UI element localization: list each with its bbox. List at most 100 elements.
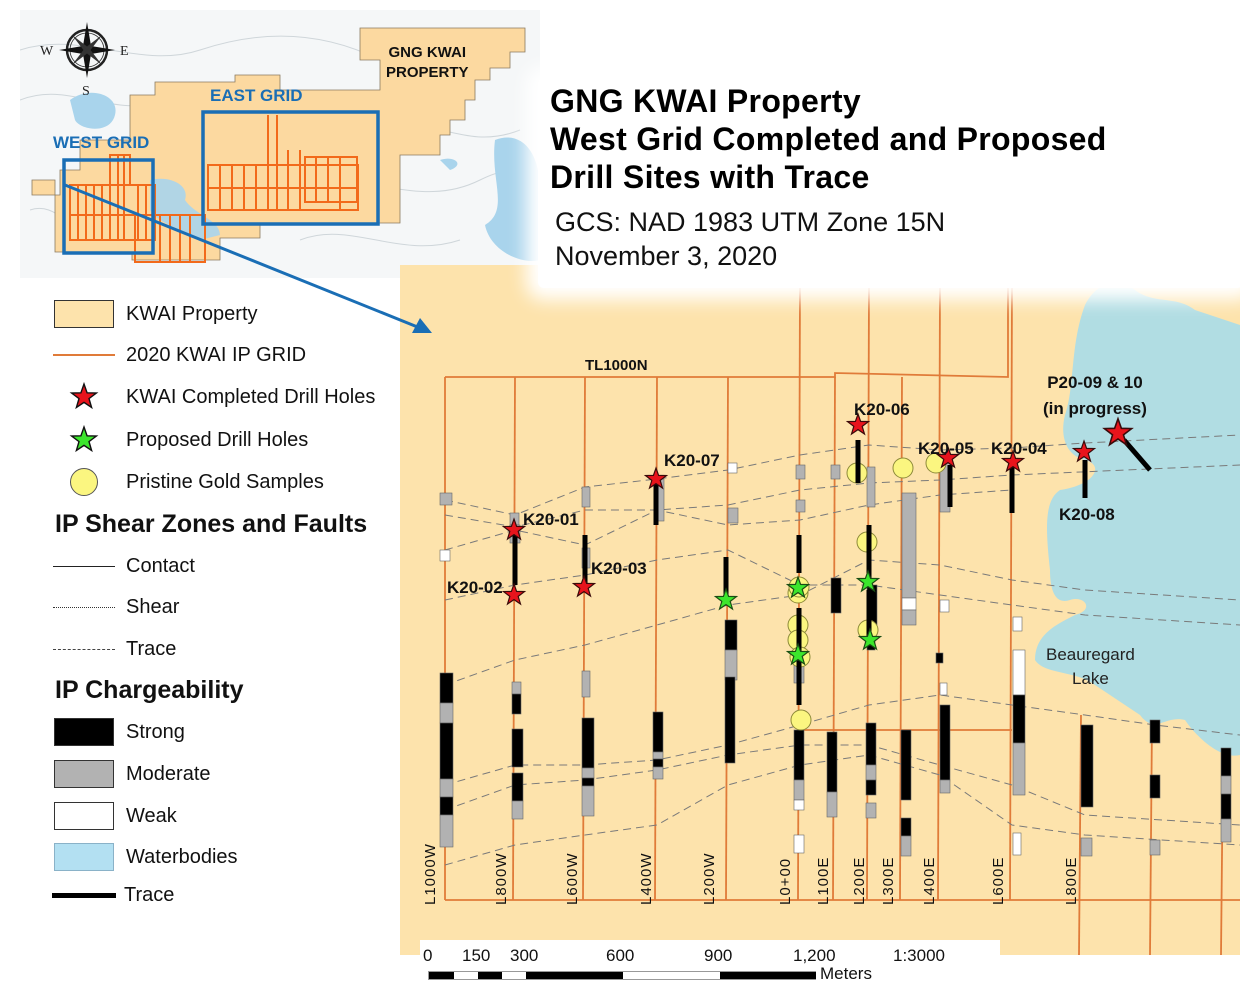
title-line-1: GNG KWAI Property [550,83,861,119]
main-map-graphic [400,265,1241,956]
legend-item-shear: Shear [52,590,179,624]
legend-item-proposed-holes: Proposed Drill Holes [52,423,308,457]
inset-location-map: W E S GNG KWAI PROPERTY EAST GRID WEST G… [20,10,540,278]
lake-label-line1: Beauregard [1046,645,1135,664]
inset-map-graphic: W E S [20,22,540,263]
title-line-2: West Grid Completed and Proposed [550,121,1107,157]
weak-swatch-icon [54,802,114,830]
legend-item-completed-holes: KWAI Completed Drill Holes [52,380,375,414]
proposed-hole-star-icon [713,587,739,611]
scale-tick: 150 [462,946,491,965]
completed-hole-star-icon [501,582,527,606]
proposed-hole-star-icon [785,575,811,599]
legend-label: KWAI Completed Drill Holes [126,385,376,408]
grid-line-label: L1000W [422,843,439,905]
grid-line-label: L300E [880,856,897,905]
grid-line-label: L200E [851,856,868,905]
yellow-circle-icon [70,468,98,496]
scale-tick: 1,200 [793,946,836,965]
legend-item-trace: Trace [52,878,174,912]
scale-bar: 0 150 300 600 900 1,200 1:3000 Meters [420,940,1000,997]
scale-ratio: 1:3000 [893,946,945,965]
hole-label-k20-07: K20-07 [664,451,720,470]
gold-sample-icon [790,709,812,731]
scale-bar-graphic [428,971,816,980]
grid-line-label: L100E [815,856,832,905]
legend-label: Moderate [126,762,211,785]
legend-label: Shear [126,595,180,618]
hole-label-k20-05: K20-05 [918,439,974,458]
orange-line-icon [53,354,115,356]
legend-item-strong: Strong [52,715,185,749]
legend-item-property: KWAI Property [52,297,258,331]
moderate-swatch-icon [54,760,114,788]
legend-item-gold-samples: Pristine Gold Samples [52,465,324,499]
legend-label: Trace [124,883,175,906]
svg-text:E: E [120,44,129,59]
compass-rose-icon [59,22,115,78]
proposed-hole-star-icon [857,627,883,651]
legend-label: Proposed Drill Holes [126,428,309,451]
legend-item-waterbodies: Waterbodies [52,840,238,874]
completed-hole-star-icon [935,445,961,469]
legend-label: Pristine Gold Samples [126,470,324,493]
zoom-arrow [64,183,432,333]
dotted-line-icon [53,606,115,608]
grid-line-label: L800E [1063,856,1080,905]
coordinate-system: GCS: NAD 1983 UTM Zone 15N [555,207,946,237]
grid-line-label: L0+00 [777,857,794,905]
east-grid-label: EAST GRID [210,86,303,105]
lake-label-line2: Lake [1071,669,1109,688]
gold-sample-icon [892,457,914,479]
title-line-3: Drill Sites with Trace [550,159,870,195]
hole-label-k20-08: K20-08 [1059,505,1115,524]
map-date: November 3, 2020 [555,241,778,271]
completed-hole-star-icon [501,517,527,541]
baseline-label: TL1000N [585,357,648,374]
dash-dot-line-icon [53,648,115,650]
grid-line-label: L600W [564,852,581,905]
svg-text:W: W [40,44,54,59]
svg-text:S: S [82,84,90,99]
legend-item-trace-dashed: Trace [52,632,176,666]
in-progress-hole-star-icon [1102,416,1134,447]
page-title: GNG KWAI Property West Grid Completed an… [550,82,1107,196]
legend-label: Weak [126,804,177,827]
strong-swatch-icon [54,718,114,746]
proposed-hole-star-icon [855,569,881,593]
green-star-icon [69,425,99,453]
arrow-head-icon [412,318,432,333]
chargeability-heading: IP Chargeability [55,676,244,704]
legend-label: Waterbodies [126,845,238,868]
hole-label-k20-03: K20-03 [591,559,647,578]
water-swatch-icon [54,843,114,871]
completed-hole-star-icon [1000,449,1026,473]
map-subtitle: GCS: NAD 1983 UTM Zone 15N November 3, 2… [555,205,945,273]
scale-unit: Meters [820,964,872,983]
property-swatch-icon [54,300,114,328]
hole-label-k20-01: K20-01 [523,510,579,529]
main-map: TL1000N K20-01 K20-02 K20-03 K20-04 K20-… [395,265,1241,956]
legend-label: KWAI Property [126,302,258,325]
lake-label: Beauregard Lake [1046,643,1135,691]
grid-line-label: L400W [638,852,655,905]
scale-tick: 0 [423,946,433,965]
grid-line-label: L800W [493,852,510,905]
in-progress-label-line1: P20-09 & 10 [1047,373,1143,392]
grid-line-label: L200W [701,852,718,905]
inset-property-label-line2: PROPERTY [386,64,469,81]
legend-label: Strong [126,720,185,743]
scale-tick: 300 [510,946,539,965]
legend-item-moderate: Moderate [52,757,211,791]
shear-zones-heading: IP Shear Zones and Faults [55,510,368,538]
legend-item-weak: Weak [52,799,177,833]
proposed-hole-star-icon [785,642,811,666]
scale-tick: 900 [704,946,733,965]
legend-label: Trace [126,637,177,660]
legend-item-contact: Contact [52,549,195,583]
inset-property-label-line1: GNG KWAI [388,44,467,61]
hole-label-k20-02: K20-02 [447,578,503,597]
scale-tick: 600 [606,946,635,965]
in-progress-label: P20-09 & 10 (in progress) [1043,370,1147,422]
west-grid-label: WEST GRID [53,133,150,152]
